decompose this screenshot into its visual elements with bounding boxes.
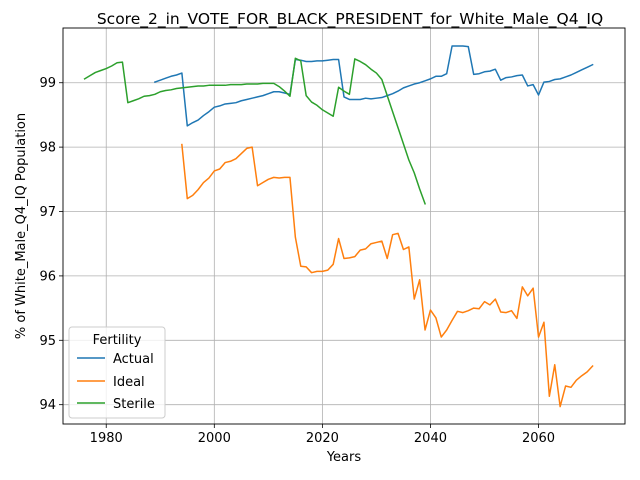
grid-lines: [63, 28, 625, 424]
legend-box: [68, 326, 166, 419]
x-tick-label: 2060: [522, 431, 555, 446]
legend: Fertility Actual Ideal Sterile: [68, 326, 166, 419]
x-tick-label: 2040: [414, 431, 447, 446]
y-tick-label: 97: [39, 205, 56, 220]
legend-title: Fertility: [93, 333, 142, 348]
y-tick-label: 99: [39, 76, 56, 91]
plot-area-frame: [62, 27, 626, 425]
legend-label-sterile: Sterile: [113, 397, 155, 412]
axis-ticks: 1980 2000 2020 2040 2060 94 95 96 97 98 99: [39, 76, 555, 446]
y-axis-label: % of White_Male_Q4_IQ Population: [14, 113, 29, 339]
series-lines: [83, 45, 594, 408]
x-tick-label: 2020: [306, 431, 339, 446]
legend-label-actual: Actual: [113, 352, 154, 367]
series-line-ideal: [181, 143, 594, 408]
series-line-sterile: [83, 57, 427, 205]
y-tick-label: 96: [39, 269, 56, 284]
x-axis-label: Years: [326, 450, 362, 465]
y-tick-label: 94: [39, 398, 56, 413]
x-tick-label: 1980: [90, 431, 123, 446]
y-tick-label: 98: [39, 141, 56, 156]
y-tick-label: 95: [39, 334, 56, 349]
x-tick-label: 2000: [198, 431, 231, 446]
series-line-actual: [153, 45, 594, 127]
legend-label-ideal: Ideal: [113, 375, 145, 390]
chart-title: Score_2_in_VOTE_FOR_BLACK_PRESIDENT_for_…: [97, 10, 603, 29]
